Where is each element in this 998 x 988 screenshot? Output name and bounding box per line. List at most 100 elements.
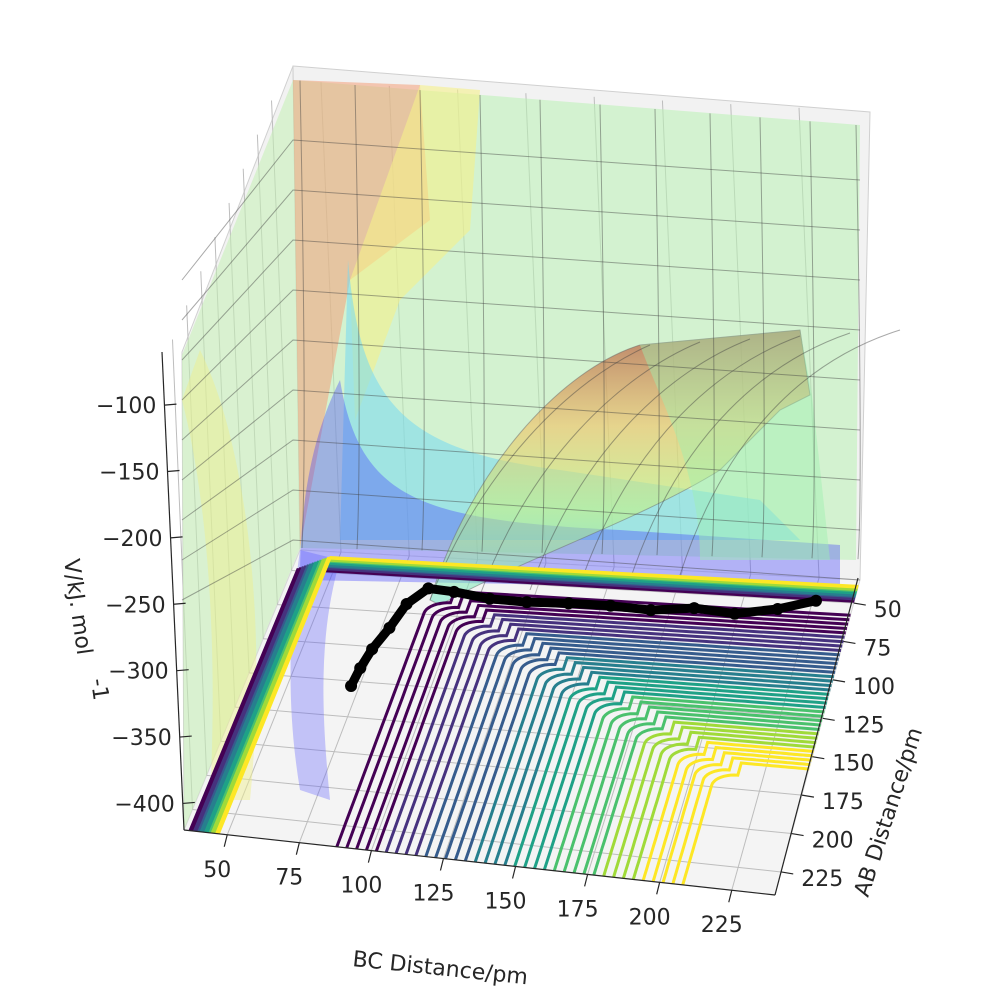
z-tick-mark — [170, 536, 183, 539]
wireframe-line — [479, 341, 701, 596]
wireframe-line — [855, 125, 861, 560]
contour-line — [473, 656, 835, 863]
x-tick-mark — [223, 834, 228, 847]
x-tick-mark — [728, 890, 733, 903]
y-tick-label: 225 — [801, 867, 843, 892]
wireframe-line — [539, 99, 545, 553]
wireframe-line — [181, 389, 861, 481]
z-tick-mark — [179, 735, 192, 738]
floor-grid-line — [220, 740, 802, 796]
contour-line — [631, 735, 816, 880]
floor-grid-line — [206, 774, 792, 835]
x-tick-mark — [511, 866, 517, 879]
floor-grid-line — [298, 555, 410, 843]
z-tick-label: −350 — [111, 726, 171, 751]
x-tick-mark — [295, 842, 300, 855]
x-tick-mark — [439, 858, 445, 871]
floor-grid-line — [291, 569, 854, 604]
trajectory-point — [400, 597, 413, 610]
contour-line — [453, 646, 837, 861]
trajectory-line — [346, 583, 821, 691]
y-tick-label: 200 — [812, 829, 854, 854]
x-tick-mark — [584, 874, 589, 887]
trajectory-point — [644, 604, 657, 617]
x-tick-label: 150 — [485, 889, 527, 914]
contour-line — [582, 710, 821, 875]
wireframe-line — [181, 289, 861, 401]
y-tick-mark — [822, 717, 835, 721]
y-axis-line — [774, 577, 859, 896]
surface-barrier-ridge — [429, 329, 811, 606]
contour-line — [493, 665, 832, 865]
surface-blue-valley — [300, 380, 840, 590]
contour-line — [483, 661, 833, 864]
y-tick-label: 125 — [843, 713, 885, 738]
contour-line — [414, 627, 842, 856]
wireframe-line — [299, 80, 305, 549]
wireframe-line — [181, 189, 861, 321]
wireframe-line — [181, 439, 861, 521]
axes — [161, 351, 859, 896]
contour-line — [394, 617, 844, 854]
surface-left-yellow-wall — [182, 350, 257, 800]
contour-line — [572, 705, 823, 874]
trajectory-point — [562, 597, 575, 610]
z-tick-mark — [167, 469, 180, 473]
z-tick-mark — [182, 801, 195, 805]
z-tick-label: −100 — [96, 394, 156, 419]
x-tick-label: 100 — [340, 874, 382, 899]
wireframe-line — [181, 339, 861, 441]
x-axis-ticks: 50 75 100 125 150 175 200 225 — [203, 834, 743, 938]
contour-line — [217, 555, 859, 835]
y-tick-mark — [832, 679, 846, 683]
contour-line — [384, 613, 845, 853]
surface-barrier-front — [640, 330, 830, 560]
y-tick-mark — [843, 640, 856, 645]
y-tick-mark — [791, 832, 804, 837]
trajectory-point — [366, 643, 379, 656]
wireframe-line — [809, 121, 815, 559]
contour-line — [602, 720, 819, 877]
wireframe-line — [629, 332, 851, 581]
y-tick-label: 150 — [832, 752, 874, 777]
contour-line — [562, 700, 824, 873]
trajectory-point — [771, 602, 784, 615]
x-tick-label: 200 — [629, 905, 671, 930]
x-tick-mark — [656, 882, 661, 895]
surface-wireframe — [181, 80, 901, 601]
z-tick-mark — [173, 602, 186, 605]
z-axis-line — [161, 351, 185, 831]
wireframe-line — [599, 104, 605, 555]
x-axis-label: BC Distance/pm — [351, 947, 529, 988]
x-tick-label: 75 — [275, 866, 303, 891]
surface-left-wall — [182, 80, 300, 830]
x-axis-line — [183, 829, 776, 896]
contour-line — [434, 636, 839, 859]
y-tick-mark — [801, 794, 815, 798]
trajectory-point — [483, 592, 496, 605]
contour-line — [661, 751, 812, 884]
contour-line — [592, 715, 820, 876]
y-tick-label: 100 — [853, 675, 895, 700]
wireframe-line — [429, 344, 651, 601]
y-tick-label: 175 — [822, 790, 864, 815]
trajectory-point — [345, 679, 358, 692]
contour-line — [355, 599, 849, 850]
x-tick-label: 225 — [701, 913, 743, 938]
z-tick-label: −400 — [114, 792, 174, 817]
floor-contours — [188, 555, 859, 886]
y-axis-ticks: 50 75 100 125 150 175 200 225 — [781, 598, 902, 892]
wireframe-line — [709, 113, 715, 557]
wireframe-line — [579, 335, 801, 586]
wireframe-line — [181, 139, 861, 281]
wireframe-line — [759, 117, 765, 558]
surface-yellow-band — [350, 85, 480, 420]
y-tick-label: 75 — [863, 636, 891, 661]
trajectory-point — [383, 621, 396, 634]
contour-line — [533, 685, 827, 869]
z-axis-label-superscript: -1 — [85, 677, 113, 702]
contour-line — [503, 670, 831, 866]
contour-line — [523, 680, 829, 868]
contour-line — [542, 690, 826, 871]
